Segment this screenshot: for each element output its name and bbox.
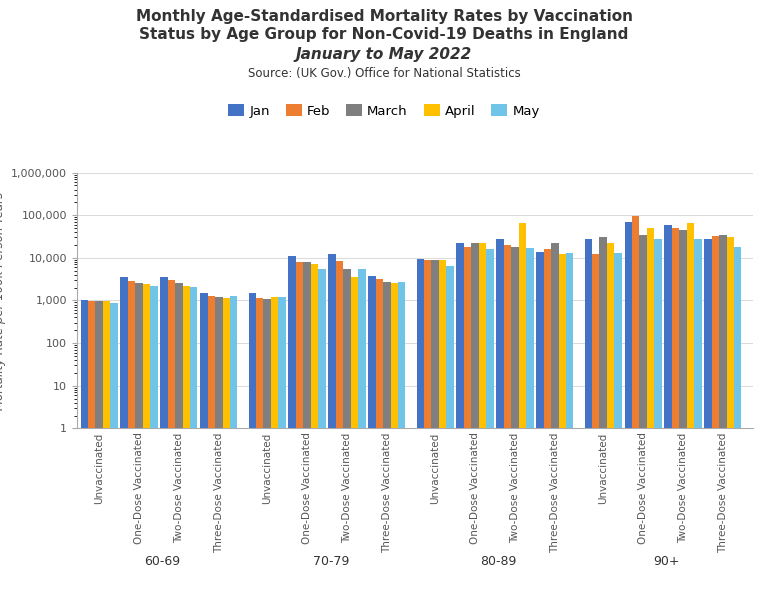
Bar [207,296,215,595]
Bar [111,303,118,595]
Bar [486,249,494,595]
Bar [446,266,454,595]
Bar [566,253,574,595]
Bar [526,248,534,595]
Bar [336,261,343,595]
Bar [624,222,632,595]
Bar [200,293,207,595]
Bar [391,283,398,595]
Bar [511,247,518,595]
Bar [704,239,712,595]
Bar [600,237,607,595]
Text: Monthly Age-Standardised Mortality Rates by Vaccination: Monthly Age-Standardised Mortality Rates… [135,9,633,24]
Bar [121,277,127,595]
Bar [719,234,727,595]
Bar [654,239,662,595]
Bar [398,282,406,595]
Bar [664,225,672,595]
Bar [329,255,336,595]
Text: Source: (UK Gov.) Office for National Statistics: Source: (UK Gov.) Office for National St… [247,67,521,80]
Bar [727,237,734,595]
Bar [369,275,376,595]
Text: Status by Age Group for Non-Covid-19 Deaths in England: Status by Age Group for Non-Covid-19 Dea… [139,27,629,42]
Bar [263,299,271,595]
Bar [584,239,592,595]
Text: January to May 2022: January to May 2022 [296,47,472,62]
Bar [694,239,702,595]
Bar [143,283,150,595]
Bar [614,253,622,595]
Bar [358,269,366,595]
Bar [88,302,95,595]
Bar [558,255,566,595]
Y-axis label: Mortality Rate per 100k Person-Years: Mortality Rate per 100k Person-Years [0,192,5,409]
Bar [311,264,318,595]
Text: 80-89: 80-89 [481,555,517,568]
Bar [424,260,432,595]
Bar [647,228,654,595]
Bar [351,277,358,595]
Text: 60-69: 60-69 [144,555,180,568]
Bar [383,282,391,595]
Bar [472,243,478,595]
Bar [296,262,303,595]
Bar [95,301,103,595]
Bar [607,243,614,595]
Bar [103,300,111,595]
Bar [592,255,600,595]
Bar [456,243,464,595]
Bar [249,293,256,595]
Bar [376,279,383,595]
Bar [712,236,719,595]
Bar [432,260,439,595]
Bar [303,262,311,595]
Bar [640,234,647,595]
Bar [81,299,88,595]
Bar [127,281,135,595]
Bar [150,286,157,595]
Bar [680,230,687,595]
Bar [504,245,511,595]
Bar [318,269,326,595]
Bar [167,280,175,595]
Bar [536,252,544,595]
Bar [734,247,741,595]
Bar [215,297,223,595]
Bar [496,239,504,595]
Bar [672,228,680,595]
Bar [175,283,183,595]
Bar [271,297,278,595]
Bar [161,277,167,595]
Bar [230,296,237,595]
Bar [278,297,286,595]
Bar [632,216,640,595]
Bar [190,287,197,595]
Bar [464,247,472,595]
Bar [518,223,526,595]
Bar [256,298,263,595]
Bar [135,283,143,595]
Bar [439,260,446,595]
Text: 90+: 90+ [654,555,680,568]
Bar [551,243,558,595]
Bar [183,286,190,595]
Text: 70-79: 70-79 [313,555,349,568]
Bar [289,256,296,595]
Bar [544,249,551,595]
Legend: Jan, Feb, March, April, May: Jan, Feb, March, April, May [223,99,545,123]
Bar [687,223,694,595]
Bar [416,259,424,595]
Bar [343,269,351,595]
Bar [478,243,486,595]
Bar [223,298,230,595]
